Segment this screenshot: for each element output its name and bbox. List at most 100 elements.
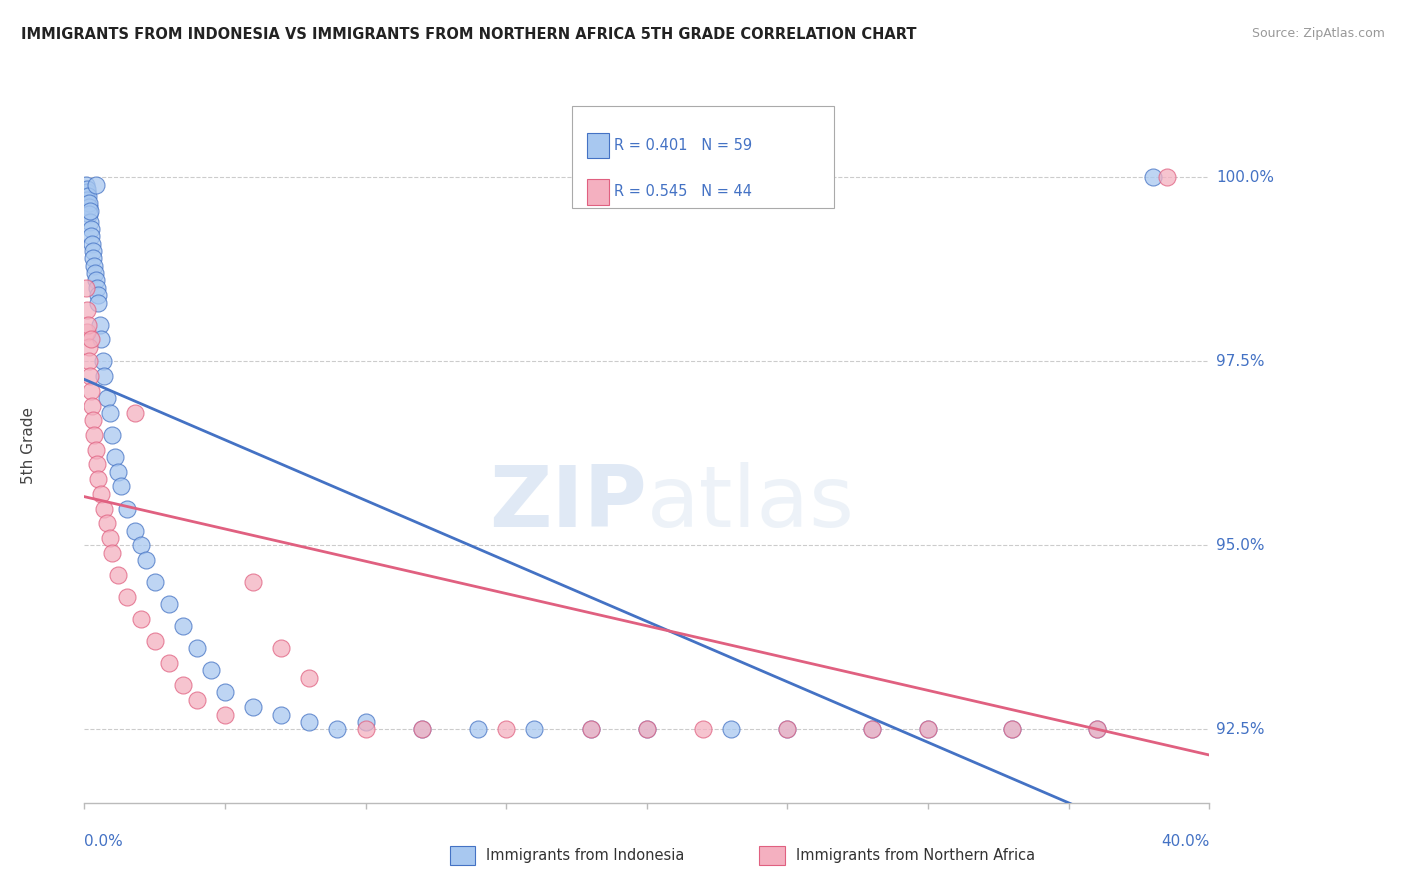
Point bbox=[83, 428, 105, 442]
Point bbox=[76, 181, 98, 195]
Point bbox=[96, 516, 118, 531]
Text: ZIP: ZIP bbox=[489, 461, 647, 545]
Point bbox=[76, 302, 98, 317]
Point bbox=[110, 479, 132, 493]
Point bbox=[76, 325, 98, 339]
Point bbox=[354, 723, 377, 737]
Point bbox=[84, 178, 107, 192]
Point bbox=[79, 354, 101, 368]
Point bbox=[270, 707, 292, 722]
Point bbox=[242, 700, 264, 714]
Point bbox=[242, 575, 264, 590]
Point bbox=[917, 723, 939, 737]
Point bbox=[692, 723, 714, 737]
Point bbox=[115, 501, 138, 516]
Point bbox=[214, 707, 236, 722]
Point bbox=[89, 318, 111, 332]
Point bbox=[354, 714, 377, 729]
Point bbox=[75, 281, 97, 295]
Point bbox=[860, 723, 883, 737]
Point bbox=[143, 634, 166, 648]
Point bbox=[79, 203, 101, 218]
Point bbox=[720, 723, 742, 737]
Point bbox=[107, 567, 129, 582]
Point bbox=[79, 384, 101, 398]
Point bbox=[84, 266, 107, 280]
Point bbox=[186, 641, 208, 656]
Point bbox=[79, 369, 101, 384]
Point bbox=[80, 229, 103, 244]
Text: R = 0.545   N = 44: R = 0.545 N = 44 bbox=[614, 185, 752, 199]
Point bbox=[579, 723, 602, 737]
Point bbox=[82, 236, 104, 251]
Text: atlas: atlas bbox=[647, 461, 855, 545]
Text: 100.0%: 100.0% bbox=[1216, 170, 1274, 185]
Point bbox=[104, 450, 127, 464]
Point bbox=[135, 553, 157, 567]
Point bbox=[157, 656, 180, 670]
Point bbox=[214, 685, 236, 699]
Point bbox=[79, 207, 101, 221]
Point bbox=[186, 693, 208, 707]
Point bbox=[172, 678, 194, 692]
Point bbox=[776, 723, 799, 737]
Point bbox=[86, 281, 108, 295]
Point bbox=[129, 612, 152, 626]
Point bbox=[86, 458, 108, 472]
Point bbox=[76, 193, 98, 207]
Point bbox=[1085, 723, 1108, 737]
Point bbox=[115, 590, 138, 604]
Point bbox=[143, 575, 166, 590]
Point bbox=[87, 288, 110, 302]
Point bbox=[96, 391, 118, 405]
Point bbox=[90, 332, 112, 346]
Point bbox=[298, 714, 321, 729]
Point bbox=[636, 723, 658, 737]
Point bbox=[636, 723, 658, 737]
Point bbox=[82, 399, 104, 413]
Text: Immigrants from Indonesia: Immigrants from Indonesia bbox=[486, 848, 685, 863]
Point bbox=[76, 189, 98, 203]
Point bbox=[77, 196, 100, 211]
Point bbox=[326, 723, 349, 737]
Point bbox=[87, 472, 110, 486]
Point bbox=[84, 442, 107, 457]
Point bbox=[579, 723, 602, 737]
Point bbox=[93, 501, 115, 516]
Point bbox=[467, 723, 489, 737]
Point bbox=[523, 723, 546, 737]
Point bbox=[1085, 723, 1108, 737]
Point bbox=[98, 531, 121, 545]
Point bbox=[101, 428, 124, 442]
Point bbox=[124, 524, 146, 538]
Point bbox=[77, 340, 100, 354]
Text: Immigrants from Northern Africa: Immigrants from Northern Africa bbox=[796, 848, 1035, 863]
Point bbox=[93, 369, 115, 384]
Point bbox=[1142, 170, 1164, 185]
Text: 0.0%: 0.0% bbox=[84, 834, 124, 849]
Point bbox=[411, 723, 433, 737]
Point bbox=[77, 200, 100, 214]
Text: R = 0.401   N = 59: R = 0.401 N = 59 bbox=[614, 138, 752, 153]
Text: Source: ZipAtlas.com: Source: ZipAtlas.com bbox=[1251, 27, 1385, 40]
Point bbox=[776, 723, 799, 737]
Point bbox=[917, 723, 939, 737]
Text: IMMIGRANTS FROM INDONESIA VS IMMIGRANTS FROM NORTHERN AFRICA 5TH GRADE CORRELATI: IMMIGRANTS FROM INDONESIA VS IMMIGRANTS … bbox=[21, 27, 917, 42]
Point bbox=[1001, 723, 1024, 737]
Point bbox=[200, 664, 222, 678]
Point bbox=[172, 619, 194, 633]
Point bbox=[101, 546, 124, 560]
Point bbox=[76, 318, 98, 332]
Point bbox=[82, 252, 104, 266]
Point bbox=[79, 222, 101, 236]
Point bbox=[98, 406, 121, 420]
Point bbox=[90, 487, 112, 501]
Point bbox=[82, 413, 104, 427]
Point bbox=[83, 259, 105, 273]
Point bbox=[298, 671, 321, 685]
Text: 92.5%: 92.5% bbox=[1216, 722, 1264, 737]
Point bbox=[82, 244, 104, 258]
Point bbox=[75, 178, 97, 192]
Point bbox=[84, 273, 107, 287]
Point bbox=[124, 406, 146, 420]
